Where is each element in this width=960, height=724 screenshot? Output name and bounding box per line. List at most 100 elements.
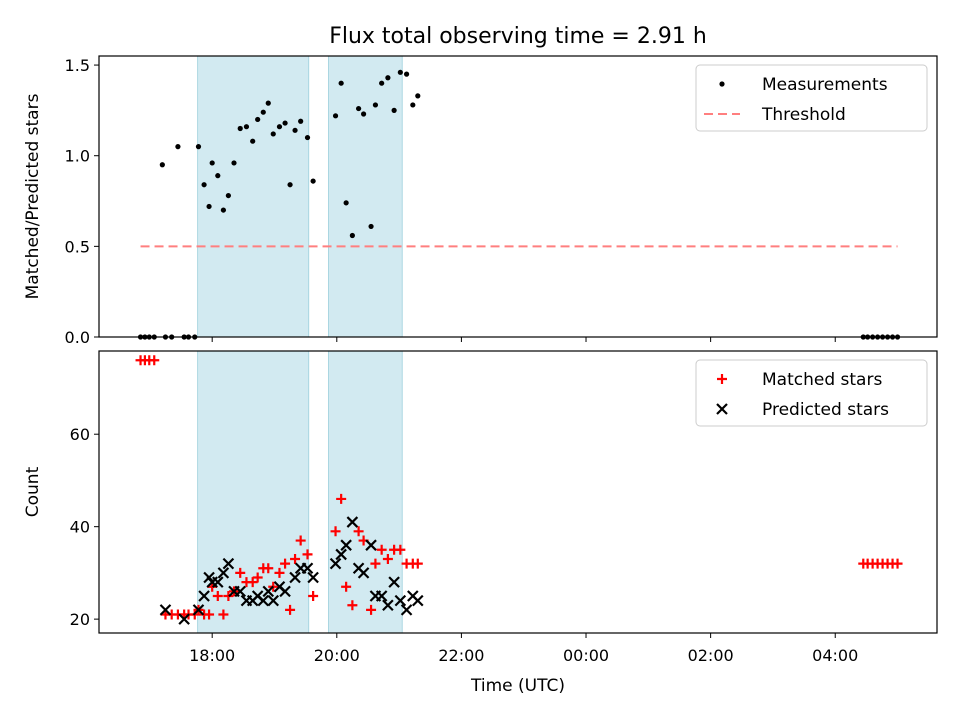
matched-star-marker	[295, 535, 306, 546]
count-y-tick-label: 40	[70, 518, 90, 537]
measurement-point	[201, 182, 207, 188]
x-tick-label: 04:00	[812, 646, 858, 665]
predicted-star-marker	[412, 594, 424, 607]
measurement-point	[206, 203, 212, 210]
measurement-point	[310, 178, 316, 184]
matched-star-marker	[235, 567, 246, 578]
legend-measurement-swatch	[719, 81, 725, 87]
predicted-star-marker	[388, 576, 400, 588]
predicted-star-marker	[234, 585, 247, 598]
matched-star-marker	[341, 581, 352, 592]
ratio-y-tick-label: 0.0	[65, 328, 90, 347]
measurement-point	[356, 105, 362, 112]
predicted-star-marker	[335, 548, 347, 561]
predicted-star-marker	[279, 585, 291, 598]
matched-star-marker	[280, 558, 291, 569]
ratio-y-tick-label: 0.5	[65, 237, 90, 256]
ratio-panel-frame	[98, 55, 938, 338]
predicted-star-marker	[178, 613, 190, 625]
matched-star-marker	[892, 558, 903, 569]
measurement-point	[410, 102, 416, 108]
measurement-point	[260, 109, 266, 115]
matched-star-marker	[336, 493, 347, 504]
matched-star-marker	[370, 558, 381, 569]
measurement-point	[287, 182, 293, 188]
count-legend-label: Matched stars	[762, 370, 882, 390]
measurement-point	[397, 69, 403, 75]
predicted-star-marker	[400, 604, 413, 616]
measurement-point	[360, 111, 367, 117]
matched-star-marker	[290, 554, 301, 565]
x-tick-label: 00:00	[563, 646, 609, 665]
measurement-point	[215, 173, 221, 179]
predicted-star-marker	[212, 576, 224, 588]
matched-star-marker	[247, 577, 258, 588]
matched-star-marker	[353, 526, 364, 537]
measurement-point	[292, 127, 298, 133]
x-tick-label: 22:00	[438, 646, 484, 665]
predicted-star-marker	[217, 567, 230, 579]
matched-star-marker	[412, 558, 423, 569]
predicted-star-marker	[262, 585, 275, 598]
matched-star-marker	[263, 563, 274, 574]
count-y-axis-label: Count	[23, 466, 43, 517]
measurement-point	[368, 223, 374, 230]
count-legend-label: Predicted stars	[762, 400, 889, 420]
measurement-point	[175, 144, 181, 150]
predicted-star-marker	[222, 557, 235, 570]
ratio-y-tick-label: 1.0	[65, 147, 90, 166]
predicted-star-marker	[394, 594, 407, 607]
matched-star-marker	[218, 609, 229, 620]
measurement-point	[415, 93, 421, 99]
predicted-star-marker	[365, 539, 377, 551]
matched-star-marker	[347, 600, 358, 611]
measurement-point	[343, 200, 349, 206]
predicted-star-marker	[159, 604, 172, 616]
x-axis-label: Time (UTC)	[470, 676, 565, 696]
measurement-point	[298, 118, 304, 124]
predicted-star-marker	[329, 557, 342, 570]
count-legend-box	[695, 359, 928, 427]
measurement-point	[209, 160, 215, 166]
ratio-y-axis-label: Matched/Predicted stars	[23, 93, 43, 299]
matched-star-marker	[330, 526, 341, 537]
measurement-point	[159, 162, 165, 168]
matched-star-marker	[149, 355, 160, 366]
count-panel: 20 40 60 Count Matched stars Predicted star…	[23, 350, 938, 665]
predicted-star-marker	[340, 539, 352, 551]
predicted-star-marker	[301, 562, 314, 575]
x-tick-label: 18:00	[189, 646, 235, 665]
ratio-y-tick-label: 1.5	[65, 56, 90, 75]
x-tick-label: 20:00	[314, 646, 360, 665]
matched-star-marker	[376, 544, 387, 555]
predicted-star-marker	[192, 604, 205, 616]
matched-star-marker	[366, 604, 377, 615]
matched-star-marker	[212, 591, 223, 602]
measurement-point	[276, 124, 283, 130]
measurement-point	[270, 131, 276, 137]
measurement-point	[237, 125, 243, 132]
matched-star-marker	[382, 554, 393, 565]
count-panel-frame	[98, 350, 938, 634]
ratio-legend-label: Threshold	[761, 105, 846, 125]
matched-star-marker	[252, 572, 263, 583]
predicted-star-marker	[289, 571, 301, 584]
count-legend: Matched stars Predicted stars	[695, 359, 928, 427]
ratio-shaded-interval	[328, 55, 403, 338]
measurement-point	[372, 102, 379, 108]
legend-matched-swatch	[717, 374, 727, 384]
measurement-point	[304, 134, 311, 141]
ratio-legend: Measurements Threshold	[695, 64, 928, 132]
count-shaded-interval	[328, 350, 403, 634]
measurement-point	[391, 107, 397, 113]
measurement-point	[220, 207, 227, 213]
predicted-star-marker	[357, 567, 370, 579]
measurement-point	[379, 80, 385, 86]
measurement-point	[225, 192, 231, 199]
measurement-point	[338, 80, 344, 86]
measurement-point	[385, 75, 391, 81]
matched-star-marker	[308, 591, 319, 602]
predicted-star-marker	[267, 594, 280, 607]
count-y-tick-label: 20	[70, 610, 90, 629]
ratio-panel: 0.0 0.5 1.0 1.5 Matched/Predicted stars Mea…	[23, 55, 938, 347]
